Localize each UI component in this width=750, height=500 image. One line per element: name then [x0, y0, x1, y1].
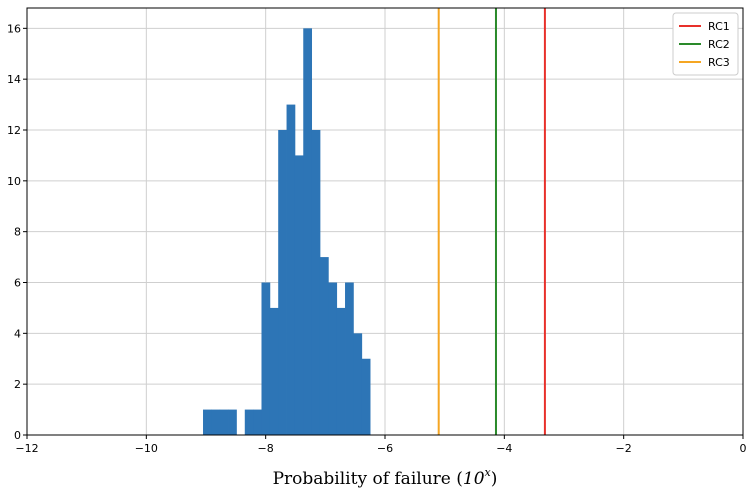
x-axis-label-prefix: Probability of failure (: [273, 469, 463, 489]
y-tick-label: 4: [14, 327, 21, 340]
legend-label: RC1: [708, 20, 730, 33]
y-tick-label: 10: [7, 175, 21, 188]
legend-label: RC3: [708, 56, 730, 69]
histogram-bar: [311, 130, 321, 435]
legend-label: RC2: [708, 38, 730, 51]
legend-box: [672, 12, 739, 76]
axis-ticks: −12 −10 −8 −6 −4 −2 0 0 2 4 6 8 10 12 14 16: [7, 22, 747, 455]
legend: RC1 RC2 RC3: [672, 12, 739, 76]
grid: [26, 8, 744, 436]
x-tick-label: 0: [740, 442, 747, 455]
x-tick-label: −2: [616, 442, 632, 455]
histogram-bar: [253, 409, 262, 435]
y-tick-label: 2: [14, 378, 21, 391]
x-tick-label: −8: [258, 442, 274, 455]
histogram-bar: [336, 307, 346, 435]
x-tick-label: −4: [496, 442, 512, 455]
x-tick-label: −10: [135, 442, 158, 455]
x-axis-label-exponent: x: [485, 466, 492, 479]
x-axis-label-suffix: ): [491, 469, 498, 489]
histogram-bar: [353, 333, 363, 435]
histogram-bar: [303, 28, 313, 435]
threshold-lines: [437, 8, 546, 435]
histogram-bar: [244, 409, 254, 435]
histogram-bar: [278, 130, 287, 435]
histogram-bar: [269, 307, 279, 435]
x-axis-label: Probability of failure (10x): [273, 466, 498, 489]
y-tick-label: 0: [14, 429, 21, 442]
histogram-bar: [211, 409, 221, 435]
y-tick-label: 12: [7, 124, 21, 137]
x-tick-label: −12: [15, 442, 38, 455]
histogram-bar: [286, 104, 296, 435]
histogram-bar: [203, 409, 212, 435]
histogram-bar: [328, 282, 338, 435]
x-axis-label-base: 10: [463, 469, 485, 489]
histogram-bar: [319, 257, 329, 435]
y-tick-label: 14: [7, 73, 21, 86]
histogram-bar: [294, 155, 304, 435]
y-tick-label: 8: [14, 226, 21, 239]
histogram-bar: [261, 282, 271, 435]
histogram-bars: [203, 28, 371, 435]
histogram-bar: [228, 409, 237, 435]
histogram-bar: [219, 409, 229, 435]
y-tick-label: 6: [14, 277, 21, 290]
histogram-bar: [345, 282, 354, 435]
histogram-bar: [361, 358, 371, 435]
x-tick-label: −6: [377, 442, 393, 455]
y-tick-label: 16: [7, 22, 21, 35]
